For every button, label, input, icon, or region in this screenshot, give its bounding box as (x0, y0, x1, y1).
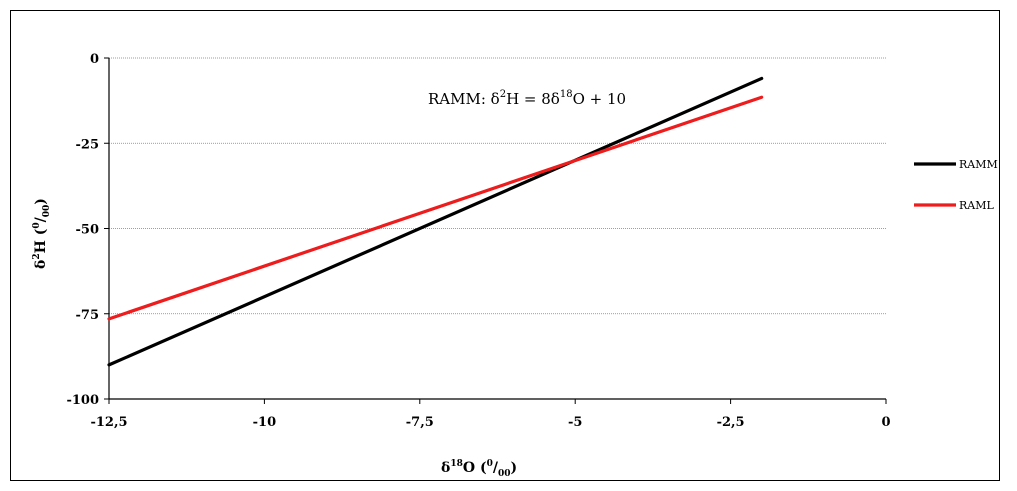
series-layer (107, 76, 764, 367)
x-tick-label-1: -10 (253, 415, 277, 430)
equation-annotation: RAMM: δ2H = 8δ18O + 10 (428, 89, 626, 108)
x-tick-label-3: -5 (568, 415, 582, 430)
grid-layer (109, 57, 886, 315)
chart-svg: 0 -25 -50 -75 -100 -12,5 -10 -7,5 -5 -2,5 0 RAMM: … (32, 52, 998, 479)
x-tick-label-5: 0 (881, 415, 890, 430)
y-tick-label-2: -50 (76, 223, 100, 238)
x-axis-title: δ18O (0/00) (441, 459, 517, 479)
series-line-ramm (107, 76, 764, 367)
chart-frame: 0 -25 -50 -75 -100 -12,5 -10 -7,5 -5 -2,5 0 RAMM: … (10, 10, 1000, 481)
y-tick-label-4: -100 (66, 393, 99, 408)
y-tick-label-3: -75 (76, 308, 100, 323)
x-tick-label-2: -7,5 (406, 415, 434, 430)
ticks-layer: 0 -25 -50 -75 -100 -12,5 -10 -7,5 -5 -2,5 0 (66, 52, 890, 430)
y-axis-title: δ2H (0/00) (32, 198, 52, 269)
legend-label-raml: RAML (959, 199, 994, 212)
x-tick-label-4: -2,5 (717, 415, 745, 430)
legend-label-ramm: RAMM (959, 158, 998, 171)
y-tick-label-0: 0 (90, 52, 99, 67)
x-tick-label-0: -12,5 (90, 415, 127, 430)
y-tick-label-1: -25 (76, 137, 100, 152)
legend: RAMM RAML (914, 158, 998, 212)
series-line-raml (107, 95, 764, 321)
